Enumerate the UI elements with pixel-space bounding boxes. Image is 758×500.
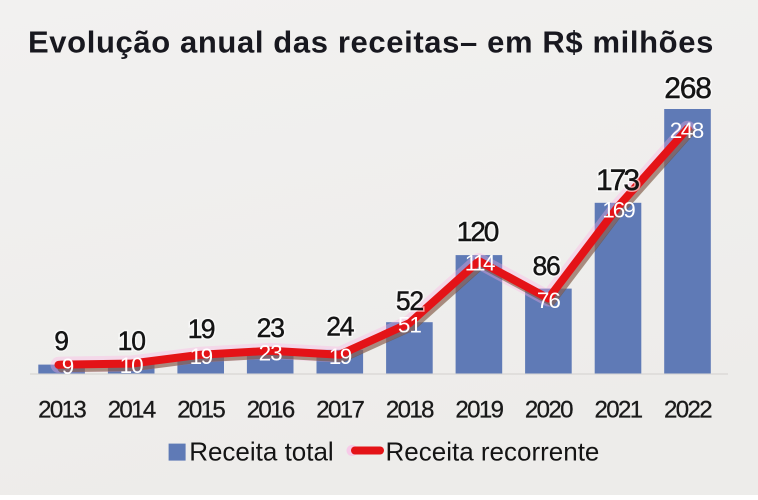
svg-text:23: 23 xyxy=(259,340,283,365)
svg-text:24: 24 xyxy=(326,312,354,342)
svg-text:Receita recorrente: Receita recorrente xyxy=(386,437,600,467)
svg-text:Receita total: Receita total xyxy=(189,437,334,467)
svg-text:23: 23 xyxy=(257,313,285,343)
svg-text:2022: 2022 xyxy=(664,397,712,424)
svg-text:9: 9 xyxy=(54,326,69,356)
svg-text:52: 52 xyxy=(396,286,424,316)
svg-text:51: 51 xyxy=(398,313,422,338)
svg-text:2019: 2019 xyxy=(455,397,503,424)
svg-text:2015: 2015 xyxy=(177,397,225,424)
svg-text:2013: 2013 xyxy=(38,397,86,424)
svg-text:268: 268 xyxy=(664,72,711,105)
svg-text:24: 24 xyxy=(326,312,354,342)
svg-text:9: 9 xyxy=(62,354,75,379)
svg-text:19: 19 xyxy=(190,344,213,369)
svg-text:114: 114 xyxy=(465,251,495,276)
svg-text:86: 86 xyxy=(532,251,560,281)
svg-text:173: 173 xyxy=(596,164,639,197)
svg-text:23: 23 xyxy=(257,313,285,343)
svg-text:10: 10 xyxy=(118,326,146,356)
svg-text:19: 19 xyxy=(188,314,215,344)
svg-text:2014: 2014 xyxy=(108,397,156,424)
svg-text:2020: 2020 xyxy=(525,397,573,424)
svg-text:248: 248 xyxy=(670,118,704,143)
svg-text:76: 76 xyxy=(537,288,561,313)
svg-text:52: 52 xyxy=(396,286,424,316)
svg-text:19: 19 xyxy=(329,344,352,369)
svg-text:86: 86 xyxy=(532,251,560,281)
svg-text:120: 120 xyxy=(457,216,499,247)
svg-text:120: 120 xyxy=(457,216,499,247)
svg-text:173: 173 xyxy=(596,164,639,197)
svg-text:2018: 2018 xyxy=(386,397,434,424)
svg-text:268: 268 xyxy=(664,72,711,105)
svg-text:2021: 2021 xyxy=(595,397,643,424)
svg-text:169: 169 xyxy=(602,198,635,223)
svg-text:9: 9 xyxy=(54,326,69,356)
svg-text:19: 19 xyxy=(188,314,215,344)
svg-text:Evolução anual das receitas– e: Evolução anual das receitas– em R$ milhõ… xyxy=(28,24,714,59)
svg-text:2016: 2016 xyxy=(247,397,295,424)
svg-text:10: 10 xyxy=(118,326,146,356)
svg-text:2017: 2017 xyxy=(316,397,364,424)
svg-text:10: 10 xyxy=(120,353,144,378)
